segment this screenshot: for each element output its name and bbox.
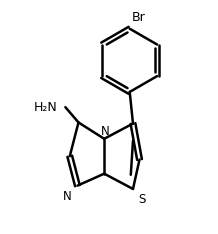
- Text: N: N: [101, 125, 110, 138]
- Text: H₂N: H₂N: [34, 101, 58, 114]
- Text: N: N: [63, 190, 72, 203]
- Text: Br: Br: [132, 11, 146, 24]
- Text: S: S: [138, 193, 146, 206]
